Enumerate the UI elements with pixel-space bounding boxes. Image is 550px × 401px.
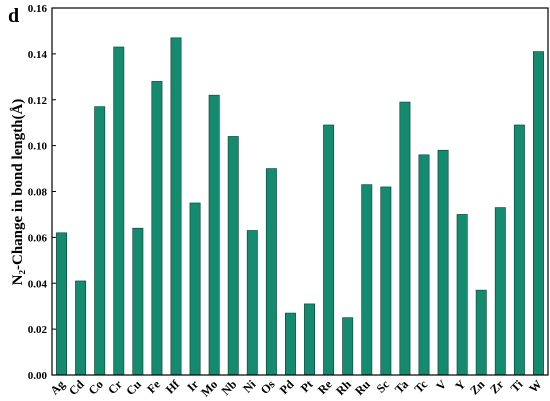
x-tick-label: Fe <box>144 377 163 396</box>
x-tick-label: W <box>526 377 544 395</box>
panel-label: d <box>8 5 19 27</box>
x-tick-label: Co <box>86 377 106 397</box>
y-tick-label: 0.00 <box>28 370 48 382</box>
y-tick-label: 0.14 <box>28 49 48 61</box>
bar <box>399 101 411 376</box>
bar <box>494 207 506 376</box>
x-tick-label: Pd <box>277 377 297 397</box>
bar <box>361 184 373 376</box>
bar <box>418 154 430 376</box>
x-tick-label: Ag <box>47 377 67 397</box>
y-tick-label: 0.04 <box>28 278 48 290</box>
y-tick-label: 0.08 <box>28 187 48 199</box>
x-tick-label: Cr <box>105 377 125 397</box>
x-tick-label: Ni <box>240 377 259 396</box>
bar <box>246 230 258 376</box>
x-tick-label: Ru <box>352 377 373 398</box>
x-tick-label: Os <box>258 377 278 397</box>
bar <box>189 202 201 376</box>
bar <box>285 312 296 376</box>
bar <box>513 124 525 376</box>
x-tick-label: Ta <box>392 377 411 396</box>
x-tick-label: Rh <box>333 377 354 398</box>
x-tick-label: Hf <box>163 377 183 397</box>
bar <box>342 317 354 376</box>
bar <box>304 303 315 376</box>
x-tick-label: Cu <box>123 377 144 398</box>
y-tick-label: 0.02 <box>28 324 48 336</box>
y-tick-label: 0.10 <box>28 141 48 153</box>
y-axis-label: N₂-Change in bond length(Å) <box>10 99 26 286</box>
bar <box>56 232 67 376</box>
bar <box>151 81 163 376</box>
bar <box>475 289 487 376</box>
plot-frame <box>51 7 549 376</box>
bar <box>323 124 335 376</box>
bar <box>113 46 125 376</box>
bar <box>456 214 468 376</box>
x-tick-label: Cd <box>66 377 87 398</box>
bar <box>265 168 277 376</box>
y-tick-label: 0.06 <box>28 232 48 244</box>
x-tick-label: Re <box>315 377 335 397</box>
bar <box>94 106 106 376</box>
x-tick-label: Sc <box>374 377 393 396</box>
bar <box>380 186 392 376</box>
x-tick-label: Mo <box>198 377 220 399</box>
y-tick-label: 0.12 <box>28 95 48 107</box>
bar <box>75 280 87 376</box>
bar <box>208 94 220 376</box>
x-tick-label: Zr <box>487 377 507 397</box>
bar <box>132 227 144 376</box>
bar <box>533 51 544 376</box>
x-tick-label: Zn <box>467 377 488 398</box>
x-tick-label: Tc <box>412 377 431 396</box>
x-tick-label: V <box>433 377 449 393</box>
bar <box>170 37 182 376</box>
bar <box>227 136 239 376</box>
x-tick-label: Pt <box>298 377 316 395</box>
bar <box>437 149 449 376</box>
x-tick-label: Ti <box>508 377 526 395</box>
x-tick-label: Y <box>452 377 468 393</box>
y-tick-label: 0.16 <box>28 3 48 15</box>
x-tick-label: Nb <box>219 377 240 398</box>
